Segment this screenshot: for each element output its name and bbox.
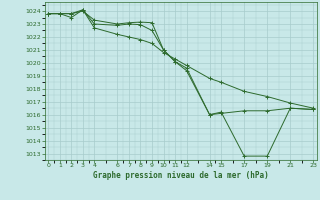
X-axis label: Graphe pression niveau de la mer (hPa): Graphe pression niveau de la mer (hPa) — [93, 171, 269, 180]
